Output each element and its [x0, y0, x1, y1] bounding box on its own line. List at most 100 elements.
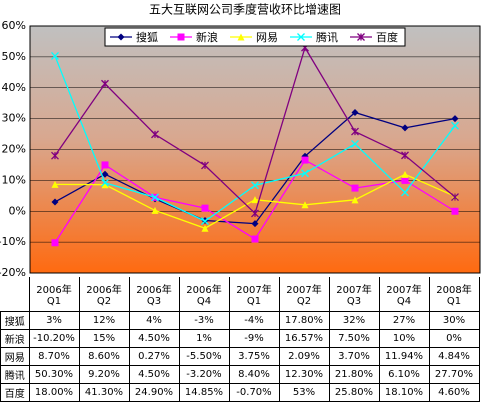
table-cell: 0.27% [128, 347, 180, 366]
y-tick-label: 60% [2, 19, 26, 32]
table-cell: 10% [378, 329, 430, 348]
table-cell: 27% [378, 311, 430, 330]
marker [201, 224, 209, 232]
table-cell: 4.50% [128, 365, 180, 384]
table-cell: 2006年 Q4 [178, 277, 230, 312]
table-cell: 2007年 Q2 [278, 277, 330, 312]
data-table: 2006年 Q1 2006年 Q2 2006年 Q3 2006年 Q4 2007年 Q1… [0, 277, 480, 402]
table-cell: 18.00% [28, 383, 80, 402]
y-tick-label: 50% [2, 50, 26, 63]
table-cell: 21.80% [328, 365, 380, 384]
marker [251, 196, 259, 204]
y-tick-label: 20% [2, 143, 26, 156]
marker [351, 196, 359, 204]
y-tick-label: -10% [0, 235, 26, 248]
table-cell: 25.80% [328, 383, 380, 402]
marker [451, 193, 459, 202]
marker [151, 206, 159, 214]
marker [237, 33, 245, 41]
marker [401, 151, 409, 160]
table-cell: 2.09% [278, 347, 330, 366]
table-cell: 0% [428, 329, 480, 348]
legend-label: 百度 [376, 30, 398, 44]
table-cell: 4.84% [428, 347, 480, 366]
marker [51, 51, 59, 60]
marker [351, 108, 359, 116]
table-cell: 百度 [0, 383, 30, 402]
marker [301, 169, 309, 178]
marker [297, 33, 305, 41]
table-cell: 4.60% [428, 383, 480, 402]
marker [251, 181, 259, 190]
table-cell: 2006年 Q1 [28, 277, 80, 312]
table-cell: 12.30% [278, 365, 330, 384]
table-cell: -3.20% [178, 365, 230, 384]
marker [401, 188, 409, 197]
marker [51, 180, 59, 188]
table-cell: 3.70% [328, 347, 380, 366]
table-cell: 6.10% [378, 365, 430, 384]
marker [201, 204, 209, 212]
table-cell: -9% [228, 329, 280, 348]
marker [301, 201, 309, 209]
marker [101, 181, 109, 189]
marker [401, 124, 409, 132]
marker [151, 193, 159, 202]
marker [101, 79, 109, 88]
y-tick-label: 40% [2, 81, 26, 94]
table-cell: 4% [128, 311, 180, 330]
marker [51, 151, 59, 160]
marker [351, 127, 359, 136]
marker [451, 121, 459, 130]
table-cell: -4% [228, 311, 280, 330]
y-tick-label: 0% [9, 204, 26, 217]
table-cell: 8.40% [228, 365, 280, 384]
table-cell: -3% [178, 311, 230, 330]
table-cell: 2007年 Q1 [228, 277, 280, 312]
table-cell: 腾讯 [0, 365, 30, 384]
marker [401, 170, 409, 178]
table-cell: 2007年 Q3 [328, 277, 380, 312]
table-cell [0, 277, 30, 312]
table-cell: 2008年 Q1 [428, 277, 480, 312]
table-cell: 15% [78, 329, 130, 348]
table-cell: 1% [178, 329, 230, 348]
table-cell: 18.10% [378, 383, 430, 402]
table-cell: 3.75% [228, 347, 280, 366]
marker [177, 33, 185, 41]
table-cell: 11.94% [378, 347, 430, 366]
table-cell: 53% [278, 383, 330, 402]
plot-border [29, 25, 481, 274]
table-cell: 3% [28, 311, 80, 330]
marker [101, 161, 109, 169]
marker [101, 170, 109, 178]
table-cell: 8.60% [78, 347, 130, 366]
table-cell: 7.50% [328, 329, 380, 348]
marker [51, 198, 59, 206]
table-cell: 新浪 [0, 329, 30, 348]
table-cell: 41.30% [78, 383, 130, 402]
marker [201, 161, 209, 170]
y-tick-label: -20% [0, 266, 26, 279]
table-cell: 网易 [0, 347, 30, 366]
marker [301, 156, 309, 164]
y-tick-label: 30% [2, 112, 26, 125]
table-cell: 12% [78, 311, 130, 330]
chart-title: 五大互联网公司季度营收环比增速图 [149, 2, 341, 17]
marker [401, 176, 409, 184]
legend-label: 新浪 [196, 30, 218, 44]
marker [251, 209, 259, 218]
marker [51, 239, 59, 247]
legend [104, 27, 406, 47]
marker [357, 33, 365, 41]
table-cell: 搜狐 [0, 311, 30, 330]
table-cell: -0.70% [228, 383, 280, 402]
table-cell: -10.20% [28, 329, 80, 348]
table-cell: 32% [328, 311, 380, 330]
table-cell: 2006年 Q2 [78, 277, 130, 312]
legend-label: 网易 [256, 31, 278, 44]
table-cell: 9.20% [78, 365, 130, 384]
marker [351, 184, 359, 192]
